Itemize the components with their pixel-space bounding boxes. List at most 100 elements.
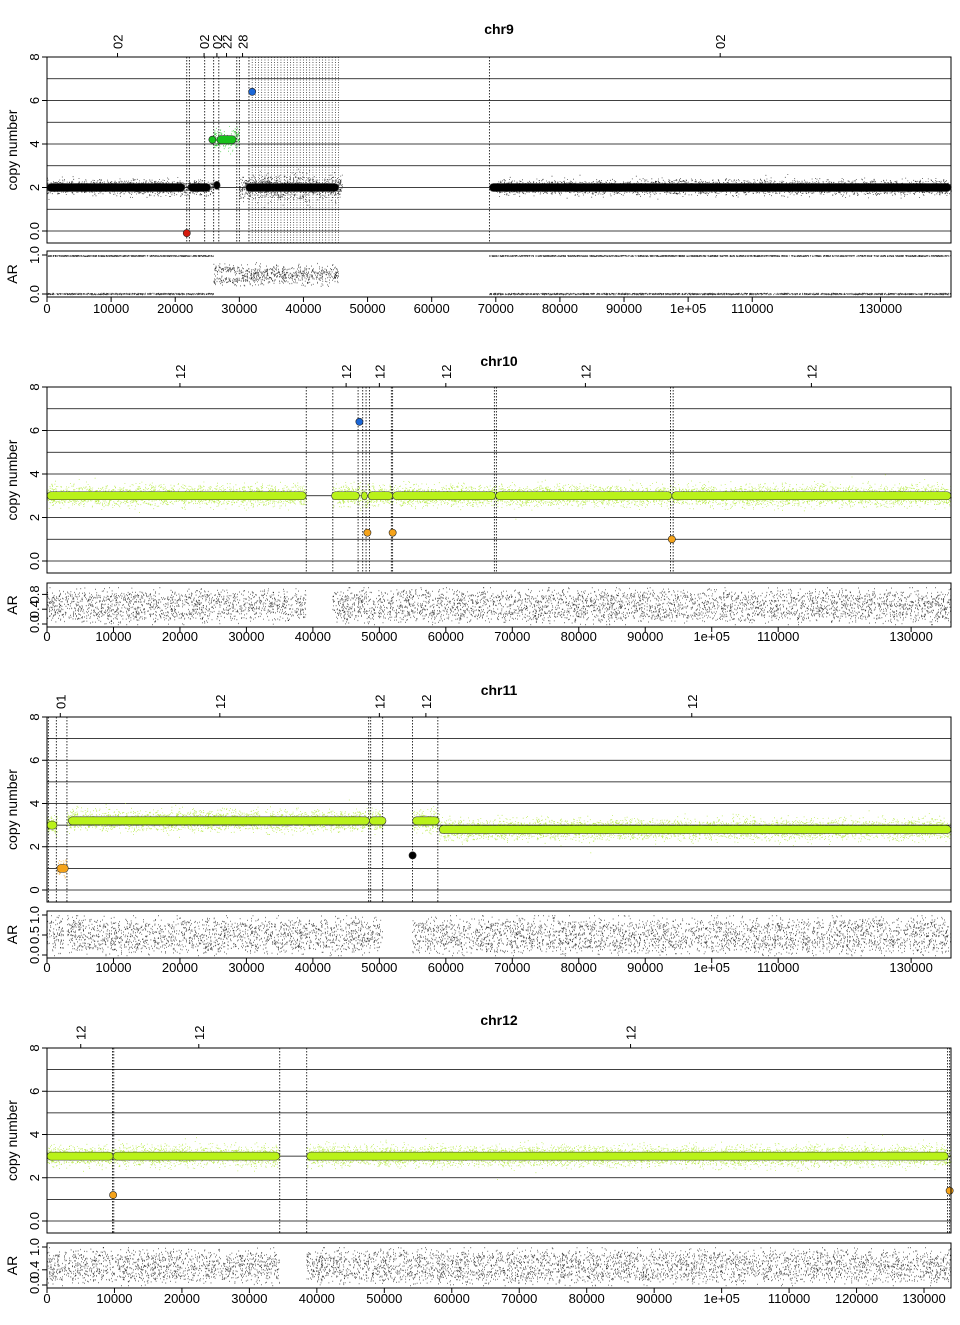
ar-cloud	[46, 255, 189, 296]
segment-point	[109, 1191, 118, 1199]
band-label: 12	[804, 365, 819, 379]
segment	[306, 1151, 949, 1161]
plot-frame	[46, 386, 952, 574]
x-tick-label: 70000	[501, 1291, 537, 1306]
band-label: 12	[578, 365, 593, 379]
band-label: 12	[624, 1026, 639, 1040]
x-tick-label: 0	[43, 629, 50, 644]
y-tick-label: 0.0	[27, 1212, 42, 1230]
segment	[245, 183, 340, 192]
x-tick-label: 40000	[295, 629, 331, 644]
band-label: 12	[419, 695, 434, 709]
raw-points	[47, 799, 952, 879]
segment	[56, 864, 69, 873]
ar-tick-label: 1.0	[27, 246, 42, 264]
x-tick-label: 70000	[494, 960, 530, 975]
plot-frame	[46, 716, 952, 903]
band-label: 12	[74, 1026, 89, 1040]
x-tick-label: 20000	[162, 960, 198, 975]
ar-frame	[46, 1242, 952, 1289]
band-label: 22	[220, 35, 235, 49]
x-tick-label: 60000	[434, 1291, 470, 1306]
x-tick-label: 60000	[428, 960, 464, 975]
y-tick-label: 0.0	[27, 222, 42, 240]
ar-axis-label: AR	[4, 264, 20, 283]
ar-tick-label: 0.0	[27, 285, 42, 303]
ar-cloud	[213, 263, 240, 287]
y-axis-label: copy number	[4, 1100, 20, 1181]
y-axis-label: copy number	[4, 109, 20, 190]
band-label: 01	[53, 695, 68, 709]
band-label: 02	[197, 35, 212, 49]
y-tick-label: 0.0	[27, 552, 42, 570]
x-tick-label: 40000	[285, 301, 321, 316]
x-tick-label: 50000	[349, 301, 385, 316]
segment	[489, 183, 952, 192]
segment	[46, 1151, 114, 1161]
ar-cloud	[306, 1247, 951, 1287]
x-tick-label: 1e+05	[670, 301, 707, 316]
band-label: 12	[192, 1026, 207, 1040]
ar-cloud	[187, 255, 214, 296]
x-tick-label: 110000	[757, 960, 799, 975]
ar-frame	[46, 910, 952, 959]
x-tick-label: 40000	[299, 1291, 335, 1306]
x-tick-label: 10000	[93, 301, 129, 316]
band-label: 12	[173, 365, 188, 379]
x-tick-label: 50000	[366, 1291, 402, 1306]
plot-frame	[46, 1047, 952, 1234]
x-tick-label: 20000	[157, 301, 193, 316]
ar-tick-label: 0.0	[27, 1276, 42, 1294]
segment	[671, 491, 952, 501]
segment	[331, 491, 360, 501]
segment-point	[945, 1186, 954, 1195]
x-tick-label: 130000	[902, 1291, 945, 1306]
x-tick-label: 90000	[636, 1291, 672, 1306]
segment	[112, 1151, 281, 1161]
segment	[46, 491, 307, 501]
ar-cloud	[46, 915, 64, 957]
segment-point	[408, 851, 417, 860]
chart-title: chr12	[480, 1012, 518, 1028]
y-tick-label: 2	[27, 184, 42, 191]
segment	[495, 491, 673, 501]
segment	[361, 491, 368, 501]
band-label: 02	[210, 35, 225, 49]
x-tick-label: 90000	[627, 960, 663, 975]
x-tick-label: 0	[43, 301, 50, 316]
x-tick-label: 130000	[859, 301, 902, 316]
x-tick-label: 70000	[494, 629, 530, 644]
chart-title: chr10	[480, 353, 518, 369]
band-label: 12	[213, 695, 228, 709]
x-tick-label: 70000	[478, 301, 514, 316]
band-label: 12	[372, 365, 387, 379]
chart-title: chr9	[484, 21, 514, 37]
ar-frame	[46, 582, 952, 628]
y-tick-label: 8	[27, 383, 42, 390]
segment-point	[182, 229, 191, 238]
y-tick-label: 4	[27, 1131, 42, 1138]
x-tick-label: 50000	[361, 960, 397, 975]
x-tick-label: 40000	[295, 960, 331, 975]
band-label: 12	[372, 695, 387, 709]
x-tick-label: 80000	[561, 960, 597, 975]
ar-tick-label: 0.4	[27, 1261, 42, 1279]
ar-cloud	[489, 255, 952, 296]
ar-cloud	[46, 1247, 280, 1287]
segment	[213, 181, 221, 190]
x-tick-label: 30000	[228, 629, 264, 644]
x-tick-label: 130000	[889, 629, 932, 644]
ar-tick-label: 0.0	[27, 615, 42, 633]
x-tick-label: 110000	[757, 629, 799, 644]
segment	[438, 825, 952, 834]
x-tick-label: 80000	[569, 1291, 605, 1306]
segment	[392, 491, 496, 501]
y-tick-label: 8	[27, 1044, 42, 1051]
y-tick-label: 0	[27, 886, 42, 893]
band-label: 02	[713, 35, 728, 49]
y-tick-label: 8	[27, 713, 42, 720]
segment-point	[363, 528, 372, 537]
y-tick-label: 8	[27, 53, 42, 60]
panel-chr11: chr11 copy number AR 0 2 4 6 8 01 12 12 12 12 0.0 0.5 1…	[4, 682, 952, 975]
